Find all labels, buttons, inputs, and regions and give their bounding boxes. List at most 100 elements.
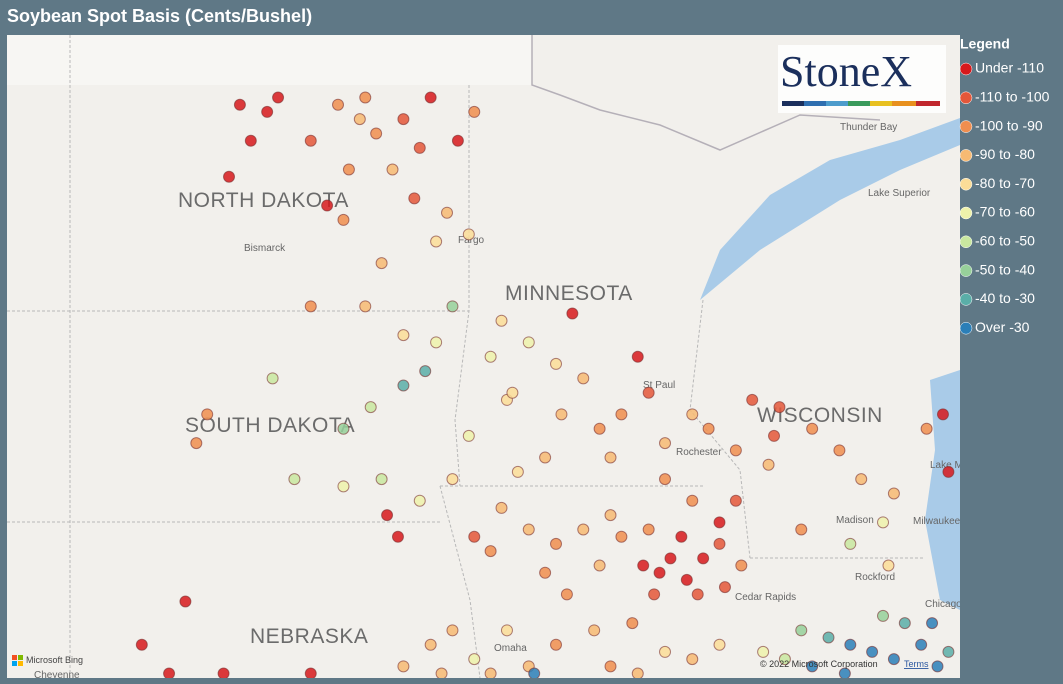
location-point [833,444,846,457]
location-point [866,645,879,658]
location-point [288,473,301,486]
location-point [795,523,808,536]
location-point [337,422,350,435]
location-point [593,422,606,435]
title: Soybean Spot Basis (Cents/Bushel) [7,6,312,26]
location-point [560,588,573,601]
location-point [179,595,192,608]
legend-swatch [959,177,973,191]
location-point [332,98,345,111]
location-point [877,609,890,622]
place-label: Omaha [494,643,527,654]
place-label: Chicago [925,599,962,610]
location-point [729,494,742,507]
location-point [190,437,203,450]
location-point [495,501,508,514]
location-point [550,537,563,550]
location-point [424,638,437,651]
location-point [500,624,513,637]
logo: StoneX [778,45,946,113]
place-label: Cedar Rapids [735,592,796,603]
location-point [844,638,857,651]
location-point [757,645,770,658]
location-point [522,523,535,536]
location-point [381,509,394,522]
location-point [822,631,835,644]
location-point [626,617,639,630]
location-point [762,458,775,471]
legend-label: -110 to -100 [975,89,1050,105]
legend-swatch [959,264,973,277]
location-point [577,372,590,385]
legend-label: -90 to -80 [975,146,1035,162]
location-point [522,336,535,349]
location-point [550,638,563,651]
location-point [370,127,383,140]
location-point [462,429,475,442]
location-point [397,329,410,342]
location-point [887,653,900,666]
location-point [806,660,819,673]
legend-label: -80 to -70 [975,175,1035,191]
location-point [375,257,388,270]
place-label: Thunder Bay [840,122,897,133]
location-point [484,350,497,363]
location-point [664,552,677,565]
location-point [244,134,257,147]
location-point [359,91,372,104]
place-label: Lake Michigan [930,460,994,471]
legend-swatch [959,321,973,335]
location-point [364,401,377,414]
location-point [920,422,933,435]
location-point [746,393,759,406]
terms-link[interactable]: Terms [904,659,929,669]
location-point [201,408,214,421]
location-point [926,617,939,630]
location-point [135,638,148,651]
legend-label: -70 to -60 [975,204,1035,220]
location-point [337,213,350,226]
location-point [659,645,672,658]
place-label: Lake Superior [868,188,931,199]
location-point [686,653,699,666]
location-point [593,559,606,572]
place-label: St Paul [643,380,675,391]
location-point [424,91,437,104]
location-point [539,566,552,579]
legend-label: -40 to -30 [975,290,1035,306]
location-point [604,660,617,673]
location-point [511,465,524,478]
location-point [468,105,481,118]
location-point [555,408,568,421]
location-point [642,386,655,399]
location-point [838,667,851,678]
location-point [163,667,176,678]
location-point [451,134,464,147]
location-point [413,494,426,507]
location-point [604,509,617,522]
location-point [468,653,481,666]
location-point [304,134,317,147]
location-point [272,91,285,104]
state-label: NEBRASKA [250,625,368,648]
location-point [495,314,508,327]
attribution: © 2022 Microsoft Corporation [760,659,878,669]
location-point [566,307,579,320]
location-point [615,408,628,421]
legend-title: Legend [960,36,1010,52]
location-point [446,473,459,486]
location-point [648,588,661,601]
location-point [942,465,955,478]
location-point [528,667,541,678]
place-label: Rockford [855,572,895,583]
location-point [304,667,317,678]
location-point [321,199,334,212]
location-point [435,667,448,678]
location-point [386,163,399,176]
state-label: NORTH DAKOTA [178,189,349,212]
location-point [391,530,404,543]
legend-label: Over -30 [975,319,1030,335]
location-point [713,638,726,651]
location-point [266,372,279,385]
